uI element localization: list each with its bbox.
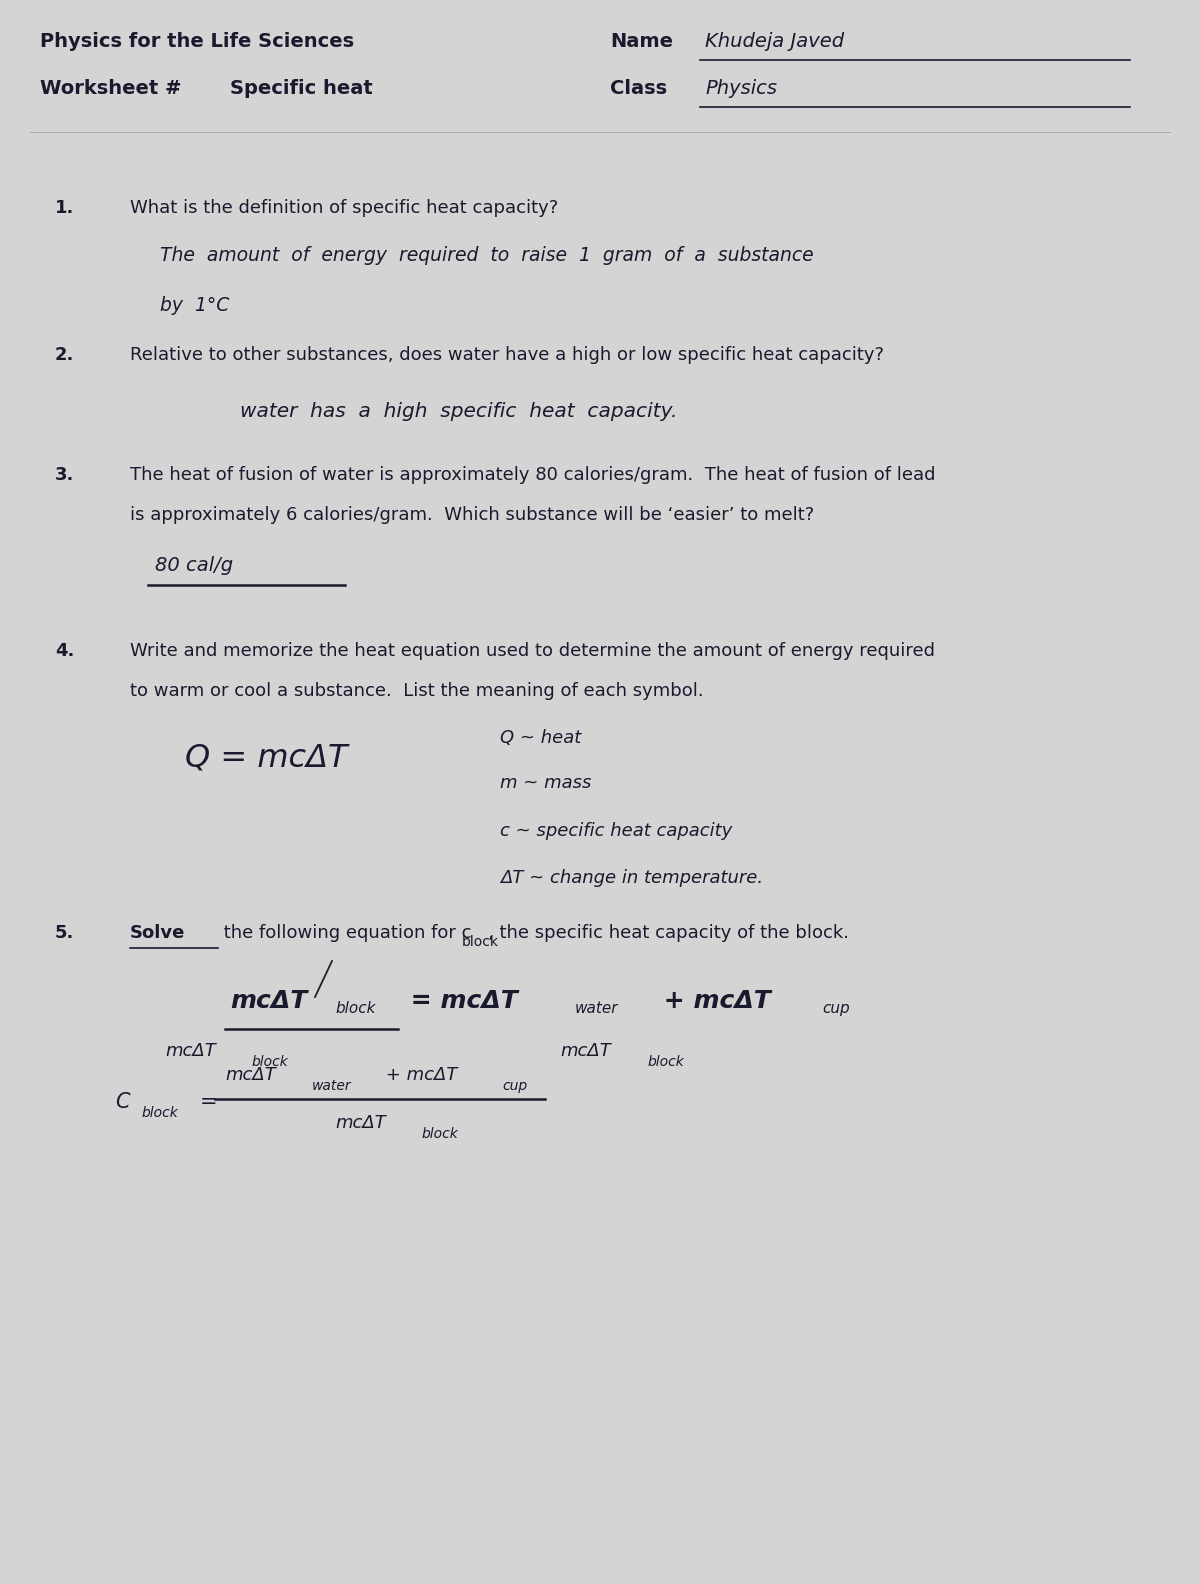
Text: + mcΔT: + mcΔT (380, 1066, 457, 1083)
Text: is approximately 6 calories/gram.  Which substance will be ‘easier’ to melt?: is approximately 6 calories/gram. Which … (130, 505, 815, 524)
Text: Relative to other substances, does water have a high or low specific heat capaci: Relative to other substances, does water… (130, 345, 884, 364)
Text: C: C (115, 1091, 130, 1112)
Text: Worksheet #: Worksheet # (40, 79, 181, 98)
Text: mcΔT: mcΔT (335, 1114, 385, 1133)
Text: + mcΔT: + mcΔT (655, 988, 770, 1014)
Text: Name: Name (610, 32, 673, 51)
Text: 80 cal/g: 80 cal/g (155, 556, 233, 575)
Text: by  1°C: by 1°C (160, 296, 229, 315)
Text: Q ~ heat: Q ~ heat (500, 729, 581, 748)
Text: water: water (575, 1001, 618, 1015)
Text: block: block (647, 1055, 684, 1069)
Text: to warm or cool a substance.  List the meaning of each symbol.: to warm or cool a substance. List the me… (130, 683, 703, 700)
Text: cup: cup (822, 1001, 850, 1015)
Text: Physics: Physics (706, 79, 778, 98)
Text: 2.: 2. (55, 345, 74, 364)
Text: m ~ mass: m ~ mass (500, 775, 592, 792)
Text: =: = (200, 1091, 217, 1112)
Text: , the specific heat capacity of the block.: , the specific heat capacity of the bloc… (488, 923, 850, 942)
Text: The heat of fusion of water is approximately 80 calories/gram.  The heat of fusi: The heat of fusion of water is approxima… (130, 466, 936, 485)
Text: block: block (252, 1055, 289, 1069)
Text: c ~ specific heat capacity: c ~ specific heat capacity (500, 822, 732, 840)
Text: Q = mcΔT: Q = mcΔT (185, 741, 348, 773)
Text: block: block (422, 1126, 458, 1140)
Text: 5.: 5. (55, 923, 74, 942)
Text: Khudeja Javed: Khudeja Javed (706, 32, 844, 51)
Text: 1.: 1. (55, 200, 74, 217)
Text: the following equation for c: the following equation for c (218, 923, 472, 942)
Text: = mcΔT: = mcΔT (402, 988, 517, 1014)
Text: Physics for the Life Sciences: Physics for the Life Sciences (40, 32, 354, 51)
Text: mcΔT: mcΔT (166, 1042, 216, 1060)
Text: mcΔT: mcΔT (226, 1066, 276, 1083)
Text: water  has  a  high  specific  heat  capacity.: water has a high specific heat capacity. (240, 402, 677, 421)
Text: What is the definition of specific heat capacity?: What is the definition of specific heat … (130, 200, 558, 217)
Text: ΔT ~ change in temperature.: ΔT ~ change in temperature. (500, 870, 763, 887)
Text: block: block (462, 935, 499, 949)
Text: Specific heat: Specific heat (230, 79, 373, 98)
Text: Write and memorize the heat equation used to determine the amount of energy requ: Write and memorize the heat equation use… (130, 642, 935, 661)
Text: mcΔT: mcΔT (230, 988, 307, 1014)
Text: mcΔT: mcΔT (560, 1042, 611, 1060)
Text: Solve: Solve (130, 923, 185, 942)
Text: 4.: 4. (55, 642, 74, 661)
Text: cup: cup (502, 1079, 527, 1093)
Text: Class: Class (610, 79, 667, 98)
Text: The  amount  of  energy  required  to  raise  1  gram  of  a  substance: The amount of energy required to raise 1… (160, 246, 814, 265)
Text: water: water (312, 1079, 352, 1093)
Text: 3.: 3. (55, 466, 74, 485)
Text: block: block (335, 1001, 376, 1015)
Text: block: block (142, 1106, 179, 1120)
